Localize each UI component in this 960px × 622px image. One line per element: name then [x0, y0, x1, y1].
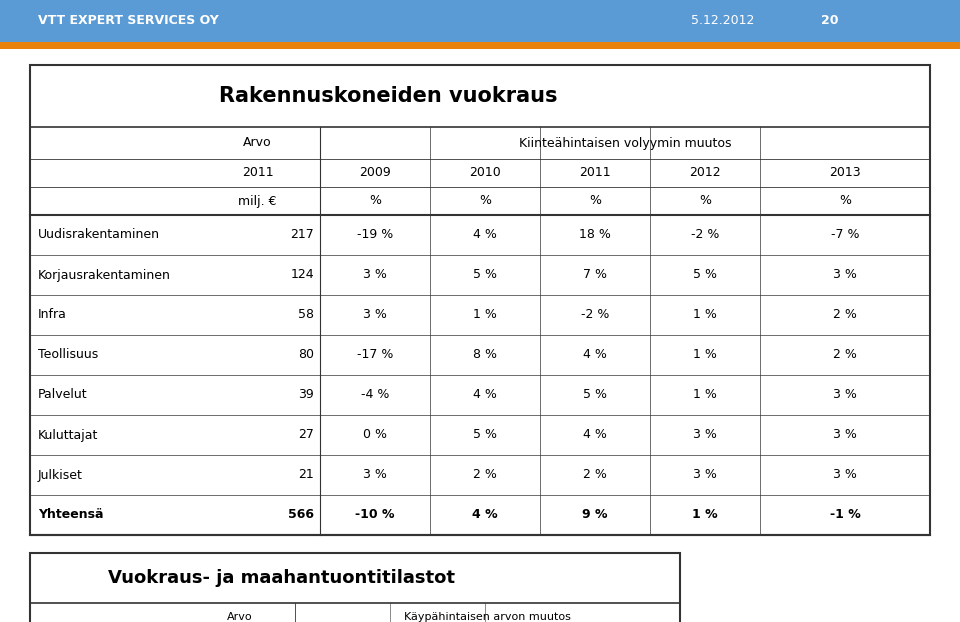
Text: -19 %: -19 %: [357, 228, 394, 241]
Text: 27: 27: [299, 429, 314, 442]
Text: -10 %: -10 %: [355, 509, 395, 521]
Text: 1 %: 1 %: [693, 389, 717, 401]
Text: 3 %: 3 %: [833, 468, 857, 481]
Text: Korjausrakentaminen: Korjausrakentaminen: [38, 269, 171, 282]
Text: 5 %: 5 %: [693, 269, 717, 282]
Text: %: %: [839, 195, 851, 208]
Text: Palvelut: Palvelut: [38, 389, 87, 401]
Text: 2009: 2009: [359, 167, 391, 180]
Text: 1 %: 1 %: [692, 509, 718, 521]
Text: 8 %: 8 %: [473, 348, 497, 361]
Text: 2 %: 2 %: [473, 468, 497, 481]
Text: 124: 124: [290, 269, 314, 282]
Text: 4 %: 4 %: [473, 228, 497, 241]
Text: 566: 566: [288, 509, 314, 521]
Text: Infra: Infra: [38, 309, 67, 322]
Text: 2 %: 2 %: [833, 309, 857, 322]
Text: 5.12.2012: 5.12.2012: [691, 14, 755, 27]
Text: Uudisrakentaminen: Uudisrakentaminen: [38, 228, 160, 241]
Text: 3 %: 3 %: [833, 429, 857, 442]
Text: 3 %: 3 %: [363, 269, 387, 282]
Text: VTT EXPERT SERVICES OY: VTT EXPERT SERVICES OY: [38, 14, 219, 27]
Text: 3 %: 3 %: [693, 429, 717, 442]
Text: Arvo: Arvo: [228, 612, 252, 622]
Text: 2010: 2010: [469, 167, 501, 180]
Text: -17 %: -17 %: [357, 348, 394, 361]
Text: -4 %: -4 %: [361, 389, 389, 401]
Text: 58: 58: [298, 309, 314, 322]
Text: 2 %: 2 %: [833, 348, 857, 361]
Text: 2011: 2011: [242, 167, 274, 180]
Text: 1 %: 1 %: [693, 309, 717, 322]
Text: Arvo: Arvo: [243, 136, 272, 149]
Text: Rakennuskoneiden vuokraus: Rakennuskoneiden vuokraus: [219, 86, 558, 106]
Text: 3 %: 3 %: [363, 309, 387, 322]
Text: 2012: 2012: [689, 167, 721, 180]
Text: %: %: [589, 195, 601, 208]
Text: 3 %: 3 %: [833, 269, 857, 282]
Text: Kiinteähintaisen volyymin muutos: Kiinteähintaisen volyymin muutos: [518, 136, 732, 149]
Text: Kuluttajat: Kuluttajat: [38, 429, 98, 442]
Text: 3 %: 3 %: [833, 389, 857, 401]
Text: 2013: 2013: [829, 167, 861, 180]
Text: Yhteensä: Yhteensä: [38, 509, 104, 521]
Text: 80: 80: [298, 348, 314, 361]
Text: 5 %: 5 %: [473, 429, 497, 442]
Text: 4 %: 4 %: [583, 429, 607, 442]
Text: milj. €: milj. €: [238, 195, 276, 208]
Text: 1 %: 1 %: [693, 348, 717, 361]
Text: %: %: [479, 195, 491, 208]
Text: 20: 20: [821, 14, 838, 27]
Text: 7 %: 7 %: [583, 269, 607, 282]
Text: 0 %: 0 %: [363, 429, 387, 442]
Text: Käypähintaisen arvon muutos: Käypähintaisen arvon muutos: [404, 612, 571, 622]
Text: 2 %: 2 %: [583, 468, 607, 481]
Text: %: %: [699, 195, 711, 208]
Text: %: %: [369, 195, 381, 208]
Text: 39: 39: [299, 389, 314, 401]
Text: 5 %: 5 %: [473, 269, 497, 282]
Text: Julkiset: Julkiset: [38, 468, 83, 481]
Text: 3 %: 3 %: [363, 468, 387, 481]
Text: 21: 21: [299, 468, 314, 481]
Text: 2011: 2011: [579, 167, 611, 180]
Text: -7 %: -7 %: [830, 228, 859, 241]
Text: -2 %: -2 %: [691, 228, 719, 241]
Text: 217: 217: [290, 228, 314, 241]
Text: 3 %: 3 %: [693, 468, 717, 481]
Text: Vuokraus- ja maahantuontitilastot: Vuokraus- ja maahantuontitilastot: [108, 569, 455, 587]
Text: 4 %: 4 %: [473, 389, 497, 401]
Text: 9 %: 9 %: [583, 509, 608, 521]
Text: 4 %: 4 %: [583, 348, 607, 361]
Text: 18 %: 18 %: [579, 228, 611, 241]
Text: -2 %: -2 %: [581, 309, 610, 322]
Text: 5 %: 5 %: [583, 389, 607, 401]
Text: -1 %: -1 %: [829, 509, 860, 521]
Text: 1 %: 1 %: [473, 309, 497, 322]
Text: Teollisuus: Teollisuus: [38, 348, 98, 361]
Text: 4 %: 4 %: [472, 509, 498, 521]
